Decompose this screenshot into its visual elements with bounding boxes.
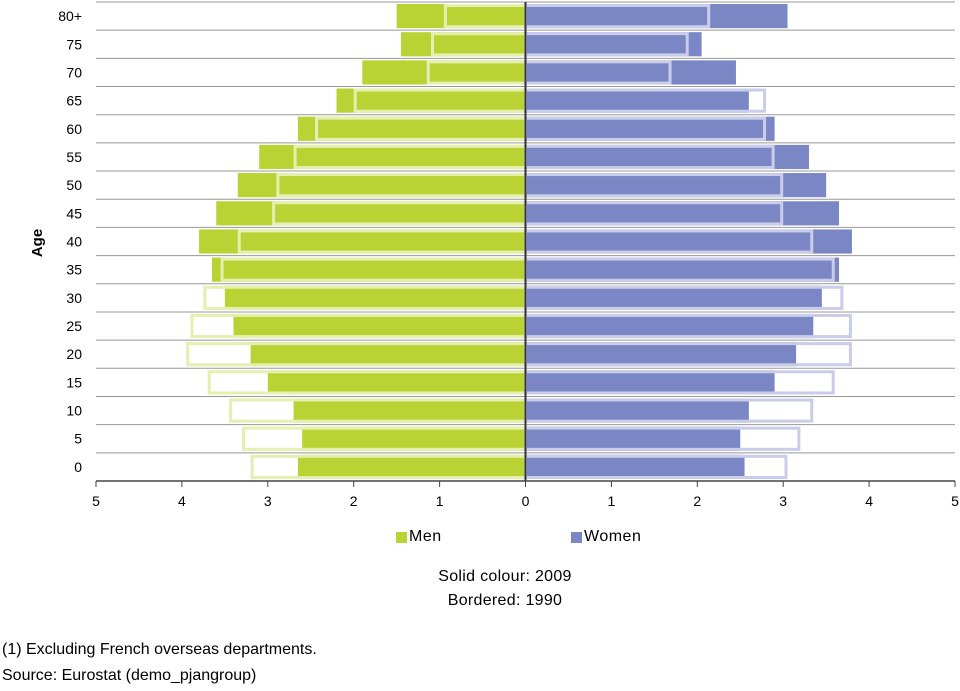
bar-women-2009 [525, 454, 745, 479]
legend-swatch-men [396, 531, 407, 543]
bar-men-2009 [302, 426, 526, 451]
y-tick-label: 80+ [58, 8, 82, 24]
bar-men-2009 [396, 4, 526, 29]
y-tick-label: 30 [66, 290, 82, 306]
y-tick-label: 20 [66, 346, 82, 362]
bar-men-2009 [400, 32, 526, 57]
bar-men-2009 [297, 116, 526, 141]
bar-men-2009 [211, 257, 526, 282]
bar-men-2009 [297, 454, 526, 479]
y-tick-label: 25 [66, 318, 82, 334]
bar-women-2009 [525, 229, 852, 254]
y-tick-label: 65 [66, 93, 82, 109]
x-tick-label: 5 [951, 493, 959, 509]
y-tick-label: 0 [74, 459, 82, 475]
bar-women-2009 [525, 32, 702, 57]
bar-women-2009 [525, 60, 736, 85]
bar-men-2009 [199, 229, 526, 254]
x-tick-label: 5 [92, 493, 100, 509]
x-tick-label: 2 [693, 493, 701, 509]
y-tick-label: 40 [66, 234, 82, 250]
x-tick-label: 3 [264, 493, 272, 509]
y-tick-label: 35 [66, 262, 82, 278]
y-tick-label: 75 [66, 36, 82, 52]
y-tick-label: 70 [66, 64, 82, 80]
x-tick-label: 1 [436, 493, 444, 509]
x-tick-label: 4 [178, 493, 186, 509]
bar-men-2009 [362, 60, 526, 85]
bar-women-2009 [525, 257, 840, 282]
y-tick-label: 15 [66, 374, 82, 390]
bar-women-2009 [525, 313, 814, 339]
y-tick-label: 60 [66, 121, 82, 137]
y-axis-title: Age [29, 229, 46, 257]
bar-men-2009 [216, 201, 526, 226]
x-tick-label: 2 [350, 493, 358, 509]
x-tick-label: 4 [865, 493, 873, 509]
bar-women-2009 [525, 398, 749, 423]
bar-men-2009 [293, 398, 526, 423]
legend-item-men: Men [396, 528, 442, 546]
bar-men-2009 [336, 88, 526, 113]
bar-men-2009 [233, 313, 526, 339]
footnote: (1) Excluding French overseas department… [2, 641, 317, 658]
bar-women-2009 [525, 201, 840, 226]
bar-women-2009 [525, 370, 775, 395]
bar-men-2009 [237, 173, 526, 198]
bar-women-2009 [525, 426, 741, 451]
y-tick-label: 5 [74, 431, 82, 447]
caption-bordered: Bordered: 1990 [447, 592, 563, 609]
bar-men-2009 [224, 285, 526, 310]
bar-women-2009 [525, 173, 827, 198]
bar-women-2009 [525, 144, 809, 170]
bar-women-2009 [525, 285, 822, 310]
bar-women-2009 [525, 88, 749, 113]
bars [186, 4, 852, 479]
bar-men-2009 [250, 342, 526, 367]
source-note: Source: Eurostat (demo_pjangroup) [2, 667, 257, 684]
bar-men-2009 [259, 144, 526, 170]
legend-label-women: Women [584, 528, 642, 545]
bar-women-2009 [525, 4, 788, 29]
y-tick-label: 50 [66, 177, 82, 193]
legend-swatch-women [571, 531, 582, 543]
bar-women-2009 [525, 342, 797, 367]
x-tick-label: 1 [608, 493, 616, 509]
x-tick-label: 0 [522, 493, 530, 509]
bar-women-2009 [525, 116, 775, 141]
caption-solid: Solid colour: 2009 [438, 568, 572, 585]
y-tick-label: 10 [66, 403, 82, 419]
y-tick-label: 55 [66, 149, 82, 165]
legend-item-women: Women [571, 528, 641, 546]
bar-men-2009 [267, 370, 526, 395]
y-tick-label: 45 [66, 205, 82, 221]
x-tick-label: 3 [779, 493, 787, 509]
legend-label-men: Men [409, 528, 442, 545]
